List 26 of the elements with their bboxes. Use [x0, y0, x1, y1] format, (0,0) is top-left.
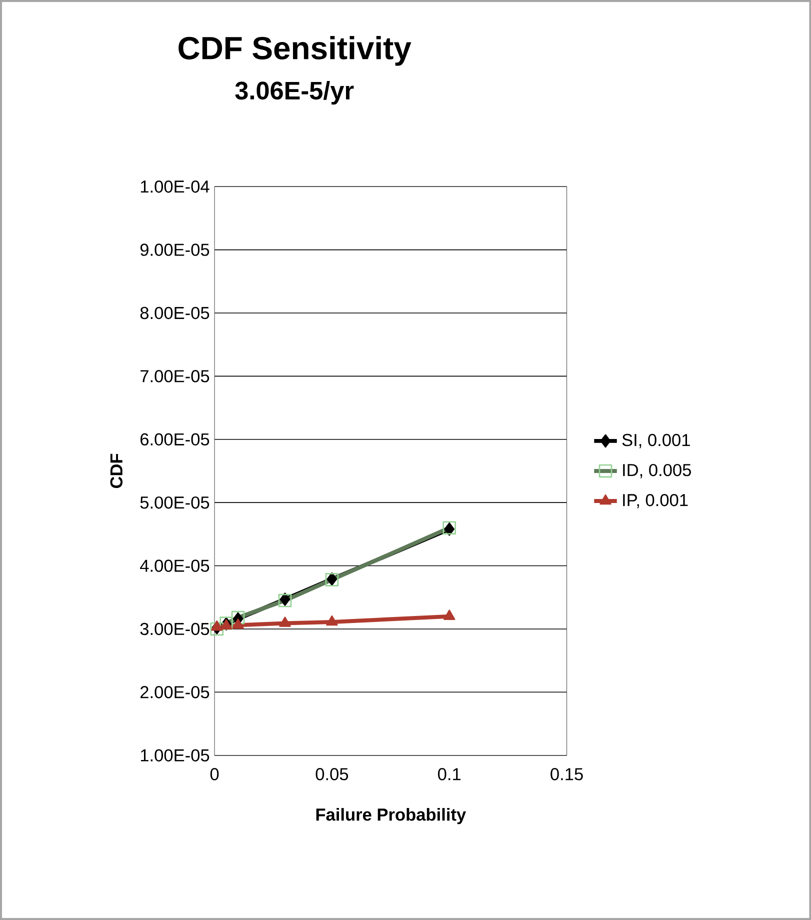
point [443, 610, 456, 620]
point [232, 618, 244, 629]
y-tick-label: 1.00E-05 [140, 749, 209, 762]
legend-label: ID, 0.005 [623, 464, 691, 478]
y-tick-label: 9.00E-05 [140, 244, 209, 256]
legend-label: IP, 0.001 [623, 494, 688, 508]
x-tick-label: 0.05 [316, 768, 348, 780]
y-tick-label: 5.00E-05 [140, 496, 209, 509]
y-tick-label: 1.00E-04 [140, 180, 210, 193]
point [279, 616, 291, 627]
x-axis-title: Failure Probability [316, 808, 466, 824]
x-tick-label: 0.1 [438, 768, 460, 780]
legend-label: SI, 0.001 [622, 434, 690, 448]
y-tick-label: 2.00E-05 [140, 686, 209, 698]
chart-subtitle: 3.06E-5/yr [235, 81, 354, 105]
point [326, 615, 338, 626]
y-axis-title: CDF [110, 454, 122, 488]
y-tick-label: 8.00E-05 [140, 306, 209, 320]
chart-title: CDF Sensitivity [178, 36, 412, 66]
y-tick-label: 3.00E-05 [140, 622, 209, 636]
x-tick-label: 0.15 [550, 768, 583, 780]
point [210, 620, 223, 631]
x-tick-label: 0 [210, 768, 219, 780]
y-tick-label: 6.00E-05 [140, 433, 209, 446]
y-tick-label: 7.00E-05 [140, 370, 209, 382]
y-tick-label: 4.00E-05 [140, 560, 209, 572]
